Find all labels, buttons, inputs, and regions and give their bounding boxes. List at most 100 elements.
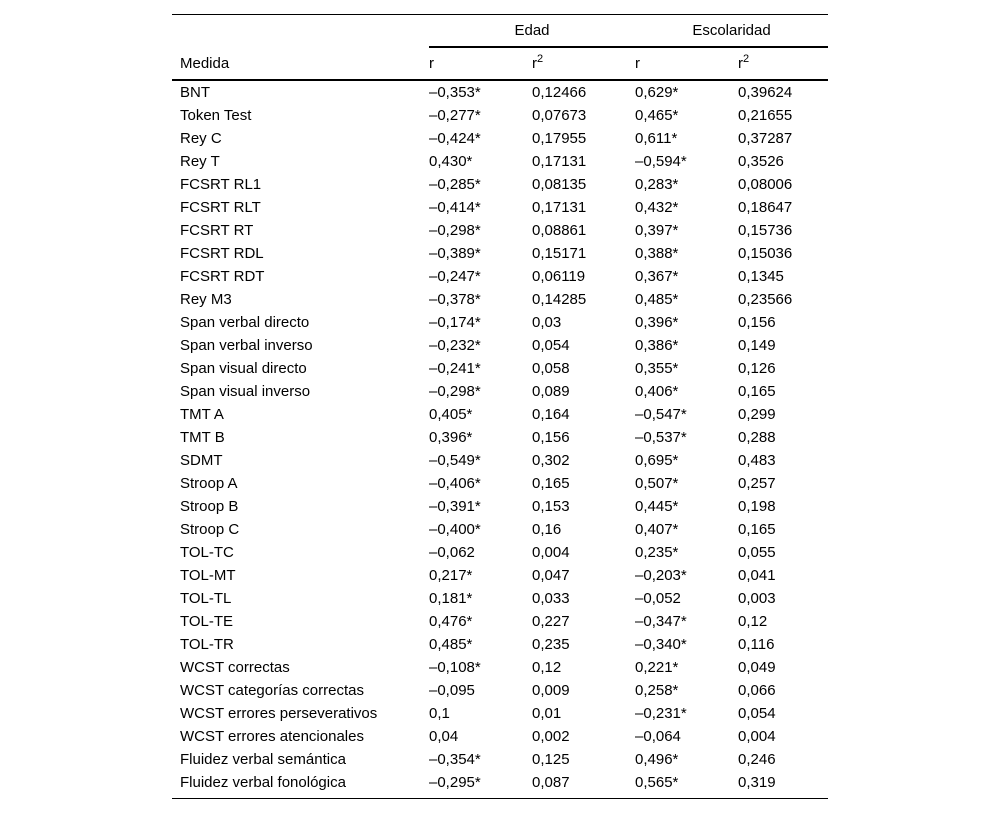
- table-row: Stroop C –0,400* 0,16 0,407* 0,165: [172, 518, 828, 541]
- correlation-table: Edad Escolaridad Medida r r2 r r2 BNT –0…: [172, 14, 829, 799]
- row-value: 0,06119: [532, 268, 586, 285]
- row-value: –0,203*: [635, 567, 687, 584]
- row-value: –0,298*: [429, 222, 481, 239]
- table-row: WCST errores perseverativos 0,1 0,01 –0,…: [172, 702, 828, 725]
- row-value: 0,054: [532, 337, 570, 354]
- row-label: Stroop A: [180, 475, 238, 492]
- group-header-escolaridad: Escolaridad: [635, 15, 829, 48]
- row-label: WCST categorías correctas: [180, 682, 364, 699]
- row-value: 0,12466: [532, 84, 587, 101]
- row-value: 0,009: [532, 682, 570, 699]
- row-value: 0,319: [738, 774, 776, 791]
- table-row: Stroop A –0,406* 0,165 0,507* 0,257: [172, 472, 828, 495]
- row-value: –0,062: [429, 544, 475, 561]
- row-value: 0,396*: [635, 314, 679, 331]
- table-row: WCST correctas –0,108* 0,12 0,221* 0,049: [172, 656, 828, 679]
- row-value: 0,181*: [429, 590, 473, 607]
- row-value: –0,353*: [429, 84, 481, 101]
- row-label: TOL-MT: [180, 567, 236, 584]
- row-label: WCST errores perseverativos: [180, 705, 378, 722]
- row-value: –0,354*: [429, 751, 481, 768]
- row-label: Fluidez verbal semántica: [180, 751, 346, 768]
- row-value: 0,476*: [429, 613, 473, 630]
- table-row: TOL-TC –0,062 0,004 0,235* 0,055: [172, 541, 828, 564]
- row-value: 0,156: [532, 429, 570, 446]
- correlation-table-grid: Edad Escolaridad Medida r r2 r r2 BNT –0…: [172, 15, 829, 794]
- row-value: –0,400*: [429, 521, 481, 538]
- row-value: 0,629*: [635, 84, 679, 101]
- row-value: –0,231*: [635, 705, 687, 722]
- row-label: Fluidez verbal fonológica: [180, 774, 346, 791]
- row-value: 0,235: [532, 636, 570, 653]
- row-value: –0,295*: [429, 774, 481, 791]
- row-value: 0,288: [738, 429, 776, 446]
- col-header-medida: Medida: [172, 47, 429, 81]
- row-value: 0,1: [429, 705, 450, 722]
- row-label: Span visual directo: [180, 360, 307, 377]
- row-value: 0,002: [532, 728, 570, 745]
- row-value: –0,414*: [429, 199, 481, 216]
- row-value: 0,407*: [635, 521, 679, 538]
- row-value: 0,386*: [635, 337, 679, 354]
- row-value: –0,549*: [429, 452, 481, 469]
- row-value: 0,164: [532, 406, 570, 423]
- row-value: 0,611*: [635, 130, 678, 147]
- row-value: –0,406*: [429, 475, 481, 492]
- row-value: 0,12: [532, 659, 562, 676]
- table-row: BNT –0,353* 0,12466 0,629* 0,39624: [172, 80, 828, 104]
- row-value: 0,165: [738, 521, 776, 538]
- row-value: 0,058: [532, 360, 570, 377]
- row-value: 0,054: [738, 705, 776, 722]
- row-value: 0,445*: [635, 498, 679, 515]
- row-value: 0,246: [738, 751, 776, 768]
- table-row: TOL-MT 0,217* 0,047 –0,203* 0,041: [172, 564, 828, 587]
- row-value: 0,485*: [429, 636, 473, 653]
- row-value: 0,23566: [738, 291, 793, 308]
- table-row: TOL-TE 0,476* 0,227 –0,347* 0,12: [172, 610, 828, 633]
- row-value: 0,18647: [738, 199, 793, 216]
- row-value: 0,01: [532, 705, 562, 722]
- row-value: 0,003: [738, 590, 776, 607]
- row-value: –0,241*: [429, 360, 481, 377]
- row-value: –0,424*: [429, 130, 481, 147]
- table-row: TOL-TL 0,181* 0,033 –0,052 0,003: [172, 587, 828, 610]
- table-row: Span visual inverso –0,298* 0,089 0,406*…: [172, 380, 828, 403]
- table-row: FCSRT RDT –0,247* 0,06119 0,367* 0,1345: [172, 265, 828, 288]
- row-value: 0,432*: [635, 199, 679, 216]
- row-value: 0,198: [738, 498, 776, 515]
- row-label: TOL-TR: [180, 636, 234, 653]
- row-value: 0,08006: [738, 176, 793, 193]
- row-value: 0,257: [738, 475, 776, 492]
- row-value: 0,496*: [635, 751, 679, 768]
- row-label: FCSRT RDL: [180, 245, 264, 262]
- row-label: BNT: [180, 84, 210, 101]
- row-value: –0,347*: [635, 613, 687, 630]
- row-value: –0,594*: [635, 153, 687, 170]
- row-value: 0,17131: [532, 199, 587, 216]
- row-label: TOL-TL: [180, 590, 232, 607]
- col-header-edad-r: r: [429, 47, 532, 81]
- row-value: 0,03: [532, 314, 562, 331]
- row-value: 0,355*: [635, 360, 679, 377]
- row-value: 0,16: [532, 521, 562, 538]
- row-label: Span verbal inverso: [180, 337, 313, 354]
- row-value: 0,116: [738, 636, 775, 653]
- table-row: Rey M3 –0,378* 0,14285 0,485* 0,23566: [172, 288, 828, 311]
- row-value: 0,156: [738, 314, 776, 331]
- table-row: FCSRT RLT –0,414* 0,17131 0,432* 0,18647: [172, 196, 828, 219]
- row-value: –0,537*: [635, 429, 687, 446]
- row-label: TOL-TC: [180, 544, 234, 561]
- table-row: Span verbal directo –0,174* 0,03 0,396* …: [172, 311, 828, 334]
- row-value: 0,227: [532, 613, 570, 630]
- row-value: –0,232*: [429, 337, 481, 354]
- group-header-row: Edad Escolaridad: [172, 15, 829, 48]
- row-label: Rey T: [180, 153, 220, 170]
- row-value: 0,165: [532, 475, 570, 492]
- col-header-escolaridad-r2: r2: [738, 47, 829, 81]
- col-header-escolaridad-r: r: [635, 47, 739, 81]
- row-value: 0,15036: [738, 245, 793, 262]
- row-label: TMT B: [180, 429, 225, 446]
- row-value: 0,089: [532, 383, 570, 400]
- row-value: –0,285*: [429, 176, 481, 193]
- col-header-edad-r2: r2: [532, 47, 636, 81]
